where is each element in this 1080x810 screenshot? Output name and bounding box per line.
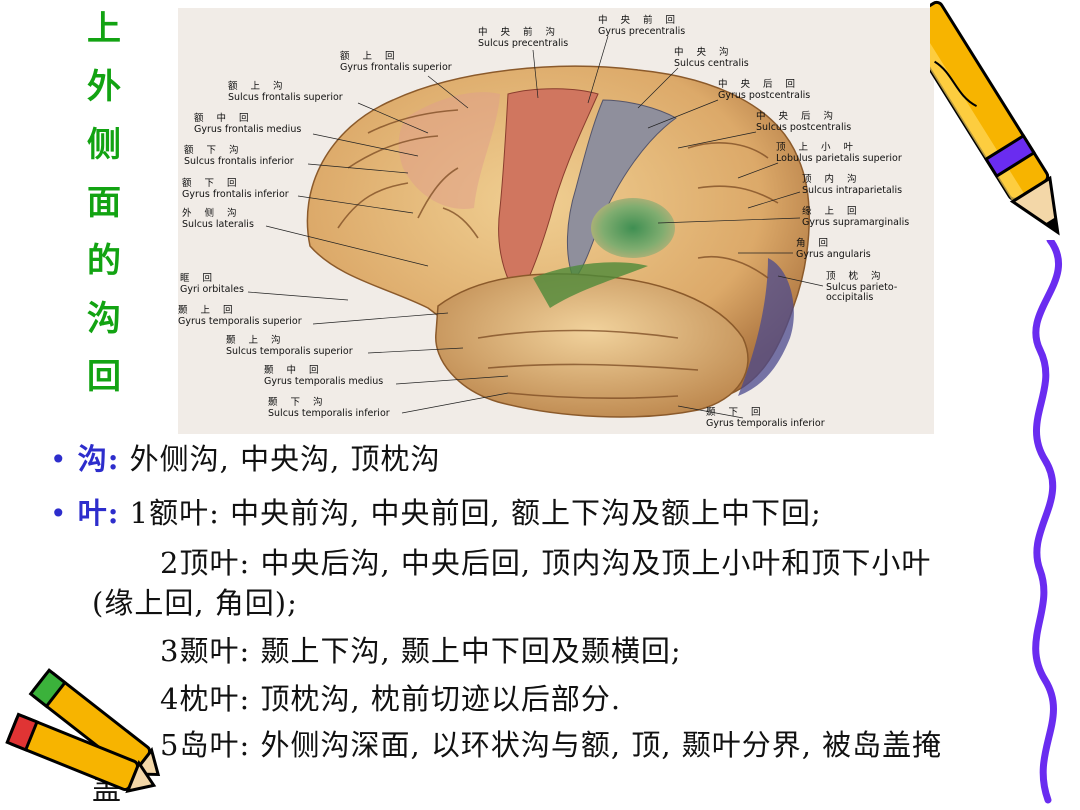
bullet-line-2: • 叶: 1额叶: 中央前沟, 中央前回, 额上下沟及额上中下回;	[50, 490, 822, 532]
label-gyri-orbitales: 眶 回 Gyri orbitales	[180, 273, 244, 295]
brain-figure: 额 上 回 Gyrus frontalis superior 额 上 沟 Sulcu…	[178, 8, 934, 434]
brain-illustration	[247, 35, 824, 419]
title-char: 的	[87, 241, 121, 281]
title-char: 侧	[87, 125, 121, 165]
label-gyrus-angularis: 角 回 Gyrus angularis	[796, 238, 871, 260]
text-line-parietal-cont: (缘上回, 角回);	[92, 586, 298, 620]
text-line-parietal: 2顶叶: 中央后沟, 中央后回, 顶内沟及顶上小叶和顶下小叶	[160, 546, 932, 580]
bullet-dot: •	[50, 497, 68, 530]
label-sulcus-temporalis-superior: 颞 上 沟 Sulcus temporalis superior	[226, 335, 353, 357]
label-gyrus-temporalis-inferior: 颞 下 回 Gyrus temporalis inferior	[706, 407, 825, 429]
label-sulcus-frontalis-inferior: 额 下 沟 Sulcus frontalis inferior	[184, 145, 294, 167]
label-gyrus-supramarginalis: 缘 上 回 Gyrus supramarginalis	[802, 206, 910, 228]
label-sulcus-parieto-occipitalis: 顶 枕 沟 Sulcus parieto-occipitalis	[826, 271, 898, 303]
squiggle-decoration-icon	[1032, 240, 1062, 804]
label-gyrus-temporalis-medius: 颞 中 回 Gyrus temporalis medius	[264, 365, 384, 387]
label-gyrus-frontalis-superior: 额 上 回 Gyrus frontalis superior	[340, 51, 452, 73]
label-lobulus-parietalis-superior: 顶 上 小 叶 Lobulus parietalis superior	[776, 142, 902, 164]
title-char: 沟	[87, 299, 121, 339]
bullet-keyword: 叶:	[77, 496, 120, 530]
label-sulcus-postcentralis: 中 央 后 沟 Sulcus postcentralis	[756, 111, 852, 133]
pencil-decoration-icon	[930, 0, 1060, 236]
bullet-line-1: • 沟: 外侧沟, 中央沟, 顶枕沟	[50, 436, 441, 478]
page-title: 上 外 侧 面 的 沟 回	[84, 0, 124, 406]
text-line-temporal: 3颞叶: 颞上下沟, 颞上中下回及颞横回;	[160, 634, 682, 668]
label-gyrus-frontalis-medius: 额 中 回 Gyrus frontalis medius	[194, 113, 302, 135]
bullet-text: 外侧沟, 中央沟, 顶枕沟	[129, 442, 441, 476]
label-sulcus-frontalis-superior: 额 上 沟 Sulcus frontalis superior	[228, 81, 343, 103]
title-char: 上	[87, 9, 121, 49]
label-gyrus-precentralis: 中 央 前 回 Gyrus precentralis	[598, 15, 686, 37]
bullet-text: 1额叶: 中央前沟, 中央前回, 额上下沟及额上中下回;	[129, 496, 822, 530]
text-line-occipital: 4枕叶: 顶枕沟, 枕前切迹以后部分.	[160, 682, 622, 716]
label-sulcus-lateralis: 外 侧 沟 Sulcus lateralis	[182, 208, 254, 230]
title-char: 面	[87, 183, 121, 223]
label-sulcus-temporalis-inferior: 颞 下 沟 Sulcus temporalis inferior	[268, 397, 390, 419]
label-gyrus-temporalis-superior: 颞 上 回 Gyrus temporalis superior	[178, 305, 302, 327]
text-line-insula: 5岛叶: 外侧沟深面, 以环状沟与额, 顶, 颞叶分界, 被岛盖掩	[160, 728, 943, 762]
pencils-decoration-icon	[5, 668, 161, 794]
label-sulcus-intraparietalis: 顶 内 沟 Sulcus intraparietalis	[802, 174, 903, 196]
bullet-keyword: 沟:	[77, 442, 120, 476]
bullet-dot: •	[50, 443, 68, 476]
label-sulcus-centralis: 中 央 沟 Sulcus centralis	[674, 47, 749, 69]
title-char: 回	[87, 357, 121, 397]
label-gyrus-postcentralis: 中 央 后 回 Gyrus postcentralis	[718, 79, 811, 101]
label-gyrus-frontalis-inferior: 额 下 回 Gyrus frontalis inferior	[182, 178, 289, 200]
label-sulcus-precentralis: 中 央 前 沟 Sulcus precentralis	[478, 27, 569, 49]
title-char: 外	[87, 67, 121, 107]
